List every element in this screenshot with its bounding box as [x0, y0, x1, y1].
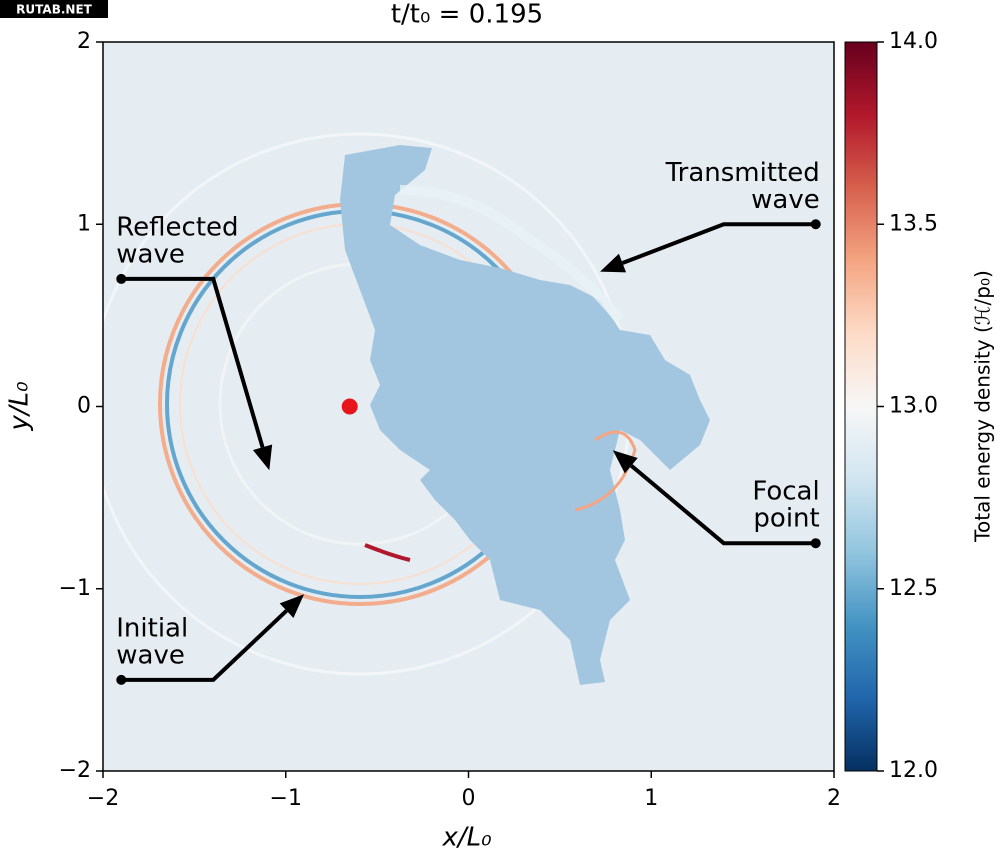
- colorbar-label: Total energy density (ℋ/p₀): [971, 270, 995, 543]
- colorbar-tick-label: 14.0: [889, 29, 938, 54]
- x-tick-label: 2: [827, 786, 841, 811]
- x-tick-label: −1: [270, 786, 302, 811]
- x-tick-label: 0: [462, 786, 476, 811]
- low-density-region: [340, 145, 710, 685]
- x-tick-label: 1: [644, 786, 658, 811]
- colorbar-tick-label: 13.5: [889, 211, 938, 236]
- x-axis-label: x/L₀: [441, 823, 492, 853]
- annotation-arrow: [121, 609, 288, 682]
- annotation-dot: [810, 538, 821, 549]
- chart-title: t/t₀ = 0.195: [391, 0, 543, 30]
- annotation-dot: [116, 674, 127, 685]
- colorbar-tick-label: 12.0: [889, 758, 938, 783]
- annotation-text: point: [753, 504, 819, 534]
- focal-feature: [574, 430, 637, 512]
- y-tick-label: −2: [59, 758, 91, 783]
- annotation-text: wave: [751, 185, 820, 215]
- watermark-box: [0, 0, 108, 18]
- annotation-text: Reflected: [116, 212, 238, 242]
- annotation-text: Focal: [752, 477, 819, 507]
- y-tick-label: 1: [77, 211, 91, 236]
- y-tick-label: −1: [59, 576, 91, 601]
- annotation-arrowhead: [279, 594, 305, 618]
- colorbar-tick-label: 12.5: [889, 576, 938, 601]
- colorbar-tick-label: 13.0: [889, 394, 938, 419]
- colorbar: [844, 41, 878, 772]
- y-tick-label: 2: [77, 29, 91, 54]
- y-tick-label: 0: [77, 394, 91, 419]
- annotation-arrowhead: [612, 450, 638, 474]
- annotation-arrowhead: [252, 444, 273, 471]
- annotation-arrow: [121, 276, 265, 448]
- wave-crossing: [364, 543, 411, 562]
- annotation-text: Transmitted: [665, 158, 820, 188]
- source-point: [341, 398, 358, 415]
- annotation-arrowhead: [600, 253, 627, 273]
- watermark: RUTAB.NET: [16, 3, 92, 17]
- y-axis-label: y/L₀: [5, 381, 35, 432]
- transmitted-wave-band: [399, 185, 624, 324]
- annotation-dot: [810, 219, 821, 230]
- annotation-text: Initial: [116, 613, 188, 643]
- annotation-text: wave: [116, 640, 185, 670]
- field: [103, 42, 834, 771]
- annotation-dot: [116, 273, 127, 284]
- annotation-arrow: [621, 222, 816, 265]
- annotation-text: wave: [116, 239, 185, 269]
- x-tick-label: −2: [87, 786, 119, 811]
- annotation-arrow: [629, 464, 816, 546]
